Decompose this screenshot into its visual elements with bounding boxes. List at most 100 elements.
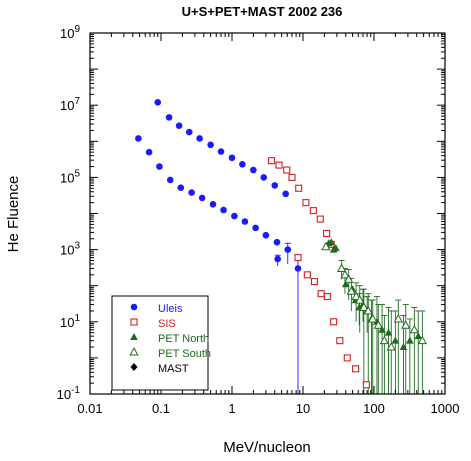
sis-point	[323, 293, 331, 301]
uleis-point	[271, 182, 279, 189]
uleis-point	[239, 161, 246, 168]
pet-south-point	[417, 335, 428, 345]
x-tick-label: 0.01	[77, 401, 102, 416]
uleis-point	[166, 176, 174, 184]
data-points	[135, 99, 428, 389]
pet-north-point	[414, 332, 423, 340]
pet-south-point	[409, 324, 419, 334]
uleis-point	[145, 148, 153, 156]
sis-point	[302, 199, 310, 207]
axes: 0.01 0.1 1 10 100 1000 10-1 101 103 105 107 109	[57, 24, 460, 416]
pet-north-point	[332, 244, 340, 252]
pet-south-point	[346, 286, 357, 295]
legend-label: SIS	[158, 318, 176, 330]
sis-point	[275, 161, 283, 169]
legend-marker	[130, 333, 138, 340]
uleis-point	[282, 190, 289, 198]
sis-point	[283, 166, 291, 174]
y-tick-label: 101	[60, 313, 80, 330]
x-tick-label: 1000	[431, 401, 460, 416]
x-axis-label: MeV/nucleon	[223, 439, 311, 456]
pet-south-point	[351, 291, 361, 301]
uleis-point	[154, 99, 162, 106]
uleis-point	[273, 238, 281, 246]
uleis-point	[294, 265, 302, 272]
pet-north-point	[378, 325, 386, 333]
pet-north-point	[384, 328, 393, 336]
sis-point	[317, 290, 325, 298]
sis-point	[294, 254, 302, 262]
pet-north-point	[391, 336, 400, 344]
uleis-point	[260, 174, 268, 181]
sis-point	[343, 354, 351, 362]
uleis-point	[185, 128, 193, 136]
uleis-point	[196, 135, 203, 142]
sis-point	[323, 229, 331, 238]
uleis-point	[231, 212, 238, 220]
sis-point	[352, 365, 360, 373]
uleis-point	[262, 231, 270, 239]
uleis-point	[135, 135, 142, 142]
legend-marker	[130, 363, 138, 371]
legend-marker	[129, 346, 139, 356]
sis-point	[309, 207, 317, 215]
pet-south-point	[340, 269, 350, 279]
uleis-point	[156, 163, 163, 170]
pet-south-point	[336, 263, 347, 272]
sis-point	[310, 278, 319, 286]
sis-point	[330, 318, 338, 326]
pet-south-point	[321, 241, 331, 251]
uleis-point	[207, 141, 214, 149]
sis-point	[362, 381, 370, 389]
sis-point	[303, 271, 311, 279]
x-tick-label: 1	[228, 401, 235, 416]
uleis-point	[198, 194, 206, 202]
pet-south-point	[344, 274, 354, 283]
legend-label: PET North	[158, 333, 209, 345]
uleis-point	[177, 184, 185, 191]
y-axis-label: He Fluence	[5, 176, 22, 253]
legend-box	[111, 295, 209, 391]
legend-label: Uleis	[158, 303, 183, 315]
sis-point	[336, 337, 344, 345]
pet-south-point	[386, 341, 396, 351]
uleis-point	[252, 224, 259, 232]
legend-label: MAST	[158, 363, 189, 375]
uleis-point	[209, 200, 217, 208]
chart-title: U+S+PET+MAST 2002 236	[182, 4, 343, 19]
pet-north-point	[399, 343, 408, 351]
y-tick-label: 109	[60, 24, 80, 41]
uleis-point	[250, 166, 257, 174]
uleis-point	[217, 148, 225, 155]
uleis-point	[188, 189, 195, 196]
pet-south-point	[368, 313, 378, 323]
pet-south-point	[393, 313, 403, 323]
y-tick-label: 10-1	[57, 385, 81, 402]
y-tick-label: 105	[60, 168, 80, 185]
legend-label: PET South	[158, 348, 211, 360]
sis-point	[267, 157, 276, 165]
legend: Uleis SIS PET North PET South MAST	[111, 295, 211, 391]
x-tick-label: 100	[363, 401, 385, 416]
sis-point	[288, 173, 296, 181]
pet-north-point	[406, 336, 414, 344]
uleis-point	[274, 255, 281, 263]
uleis-point	[284, 246, 292, 253]
y-tick-label: 107	[60, 96, 80, 113]
uleis-point	[228, 154, 236, 162]
legend-marker	[130, 318, 138, 326]
pet-south-point	[379, 335, 390, 345]
uleis-point	[175, 122, 183, 130]
sis-point	[295, 184, 303, 192]
uleis-point	[220, 206, 227, 214]
x-tick-label: 10	[296, 401, 310, 416]
legend-marker	[130, 303, 138, 311]
pet-south-point	[359, 302, 369, 311]
pet-south-point	[401, 320, 411, 329]
pet-south-point	[373, 320, 383, 329]
uleis-point	[165, 114, 173, 121]
pet-south-point	[355, 295, 365, 304]
y-tick-label: 103	[60, 241, 80, 258]
pet-south-point	[363, 305, 373, 315]
